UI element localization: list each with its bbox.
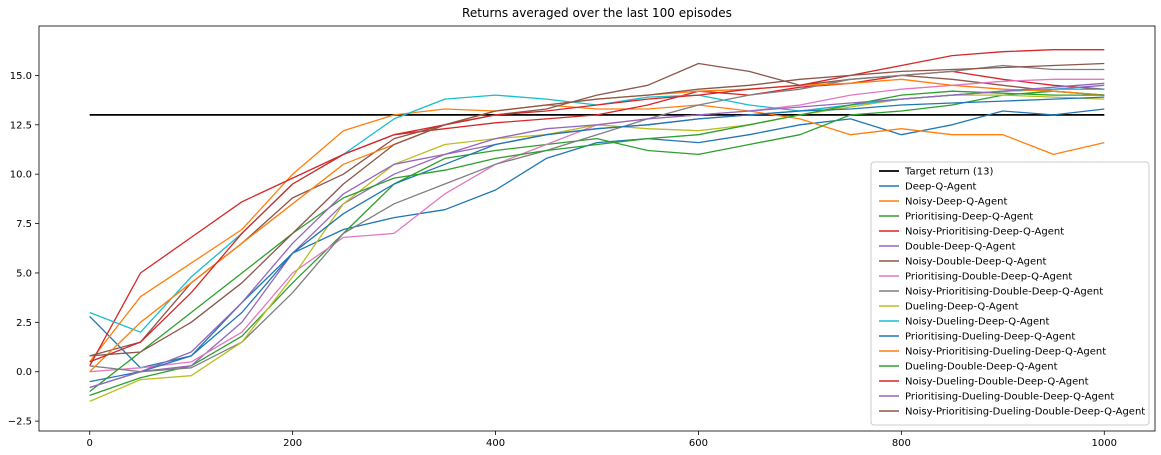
legend-label-7: Prioritising-Double-Deep-Q-Agent — [905, 272, 1072, 283]
series-line-15 — [89, 82, 1105, 389]
legend-label-12: Noisy-Prioritising-Dueling-Deep-Q-Agent — [905, 347, 1106, 358]
legend-label-14: Noisy-Dueling-Double-Deep-Q-Agent — [905, 377, 1089, 388]
y-tick-label: 0.0 — [16, 367, 32, 378]
y-tick-label: −2.5 — [8, 417, 32, 428]
series-line-8 — [89, 64, 1105, 373]
legend-box — [870, 161, 1150, 426]
chart-title: Returns averaged over the last 100 episo… — [462, 6, 732, 20]
legend-label-4: Noisy-Prioritising-Deep-Q-Agent — [905, 227, 1064, 238]
series-line-1 — [89, 108, 1105, 369]
x-tick-label: 0 — [87, 438, 93, 449]
legend-label-15: Prioritising-Dueling-Double-Deep-Q-Agent — [905, 392, 1114, 403]
plot-area — [89, 49, 1105, 402]
legend-label-6: Noisy-Double-Deep-Q-Agent — [905, 257, 1047, 268]
x-tick-label: 1000 — [1092, 438, 1117, 449]
series-line-11 — [89, 96, 1105, 383]
legend-label-3: Prioritising-Deep-Q-Agent — [905, 212, 1033, 223]
series-line-14 — [89, 49, 1105, 363]
legend-label-2: Noisy-Deep-Q-Agent — [905, 197, 1007, 208]
legend-label-5: Double-Deep-Q-Agent — [905, 242, 1016, 253]
axes: 0 200 400 600 800 1000 −2.5 0.0 2.5 5.0 7.5 10.0 12.… — [8, 25, 1156, 449]
series-line-3 — [89, 90, 1105, 397]
y-tick-label: 7.5 — [16, 219, 32, 230]
y-tick-label: 5.0 — [16, 268, 32, 279]
x-tick-label: 400 — [486, 438, 505, 449]
x-tick-label: 200 — [283, 438, 302, 449]
legend-label-16: Noisy-Prioritising-Dueling-Double-Deep-Q… — [905, 407, 1145, 418]
series-line-16 — [89, 62, 1105, 357]
y-tick-label: 2.5 — [16, 318, 32, 329]
legend-label-9: Dueling-Deep-Q-Agent — [905, 302, 1019, 313]
y-tick-label: 12.5 — [10, 120, 32, 131]
legend-label-11: Prioritising-Dueling-Deep-Q-Agent — [905, 332, 1075, 343]
x-tick-label: 600 — [689, 438, 708, 449]
y-tick-label: 10.0 — [10, 170, 32, 181]
x-tick-label: 800 — [892, 438, 911, 449]
y-tick-label: 15.0 — [10, 71, 32, 82]
legend-label-10: Noisy-Dueling-Deep-Q-Agent — [905, 317, 1050, 328]
legend: Target return (13) Deep-Q-Agent Noisy-Deep… — [870, 161, 1150, 426]
legend-label-13: Dueling-Double-Deep-Q-Agent — [905, 362, 1058, 373]
legend-label-0: Target return (13) — [904, 167, 993, 178]
series-line-6 — [89, 62, 1105, 357]
series-line-13 — [89, 90, 1105, 393]
legend-label-1: Deep-Q-Agent — [905, 182, 977, 193]
plot-frame — [38, 25, 1156, 432]
legend-label-8: Noisy-Prioritising-Double-Deep-Q-Agent — [905, 287, 1103, 298]
series-line-2 — [89, 104, 1105, 363]
